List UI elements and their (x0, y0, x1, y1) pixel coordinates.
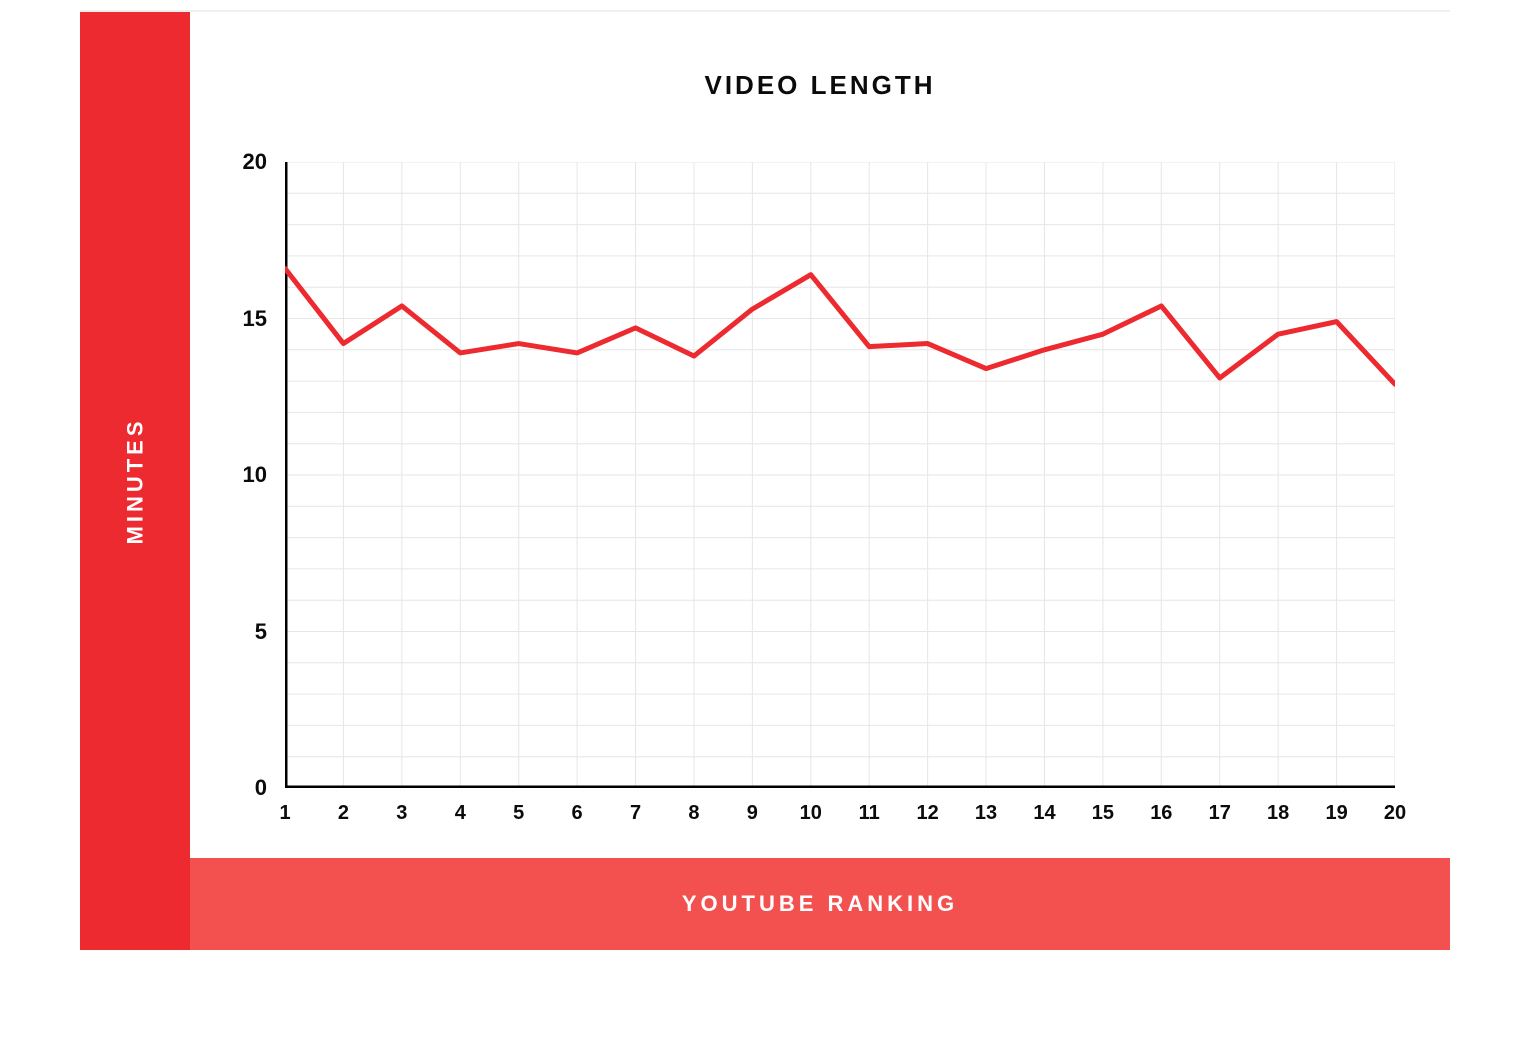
x-tick-label: 1 (279, 802, 290, 825)
x-axis-band: YOUTUBE RANKING (190, 858, 1450, 950)
y-tick-label: 5 (255, 619, 267, 645)
x-tick-label: 20 (1384, 802, 1406, 825)
x-tick-label: 19 (1325, 802, 1347, 825)
x-tick-label: 12 (917, 802, 939, 825)
x-tick-label: 3 (396, 802, 407, 825)
x-tick-label: 2 (338, 802, 349, 825)
x-tick-label: 4 (455, 802, 466, 825)
x-tick-label: 11 (859, 802, 880, 825)
x-tick-label: 15 (1092, 802, 1114, 825)
x-tick-label: 14 (1033, 802, 1055, 825)
x-tick-label: 10 (800, 802, 822, 825)
y-tick-label: 15 (243, 306, 267, 332)
x-tick-label: 18 (1267, 802, 1289, 825)
x-tick-label: 16 (1150, 802, 1172, 825)
plot-area: 051015201234567891011121314151617181920 (285, 162, 1395, 788)
x-tick-label: 13 (975, 802, 997, 825)
y-tick-label: 0 (255, 775, 267, 801)
x-tick-label: 9 (747, 802, 758, 825)
x-tick-label: 7 (630, 802, 641, 825)
x-tick-label: 6 (572, 802, 583, 825)
x-tick-label: 5 (513, 802, 524, 825)
x-tick-label: 17 (1209, 802, 1231, 825)
y-axis-band: MINUTES (80, 12, 190, 950)
chart-card: MINUTES YOUTUBE RANKING VIDEO LENGTH 051… (80, 10, 1450, 950)
chart-title: VIDEO LENGTH (190, 70, 1450, 101)
y-axis-label: MINUTES (122, 418, 148, 545)
y-tick-label: 20 (243, 149, 267, 175)
chart-region: VIDEO LENGTH 051015201234567891011121314… (190, 12, 1450, 858)
x-tick-label: 8 (688, 802, 699, 825)
x-axis-label: YOUTUBE RANKING (682, 891, 958, 917)
y-tick-label: 10 (243, 462, 267, 488)
plot-svg (285, 162, 1395, 788)
